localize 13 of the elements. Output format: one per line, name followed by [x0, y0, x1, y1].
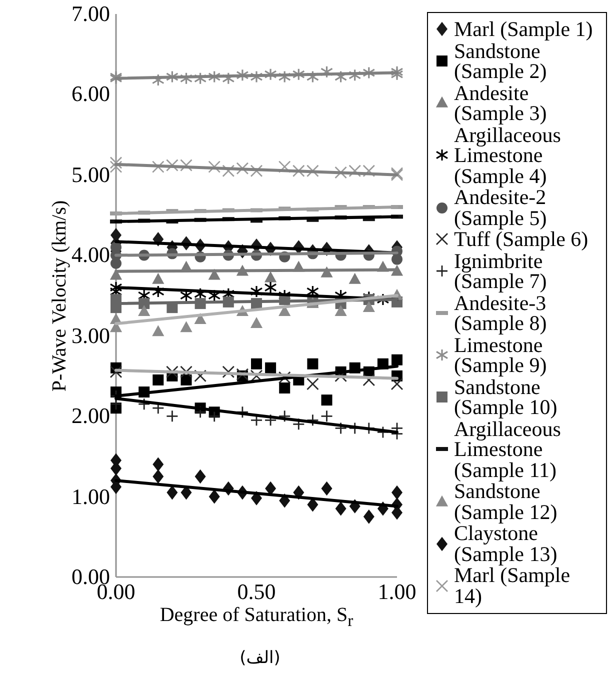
y-tick-label: 5.00: [72, 162, 110, 187]
x-axis-title: Degree of Saturation, S$_{r}$: [160, 604, 354, 631]
y-tick-label: 1.00: [72, 484, 110, 509]
legend-label: Marl (Sample 1): [454, 17, 594, 41]
x-tick-label: 1.00: [378, 579, 416, 604]
y-tick-label: 2.00: [72, 403, 110, 428]
y-axis-title: P-Wave Velocity (km/s): [48, 200, 72, 392]
y-tick-label: 7.00: [72, 1, 110, 26]
y-tick-label: 3.00: [72, 322, 110, 348]
y-tick-label: 6.00: [72, 81, 110, 106]
x-tick-label: 0.50: [237, 579, 276, 604]
y-tick-label: 4.00: [72, 242, 110, 268]
text: (الف): [240, 648, 280, 668]
